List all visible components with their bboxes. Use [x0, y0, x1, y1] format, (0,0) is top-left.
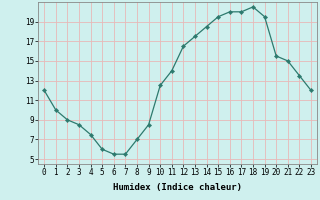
X-axis label: Humidex (Indice chaleur): Humidex (Indice chaleur) — [113, 183, 242, 192]
